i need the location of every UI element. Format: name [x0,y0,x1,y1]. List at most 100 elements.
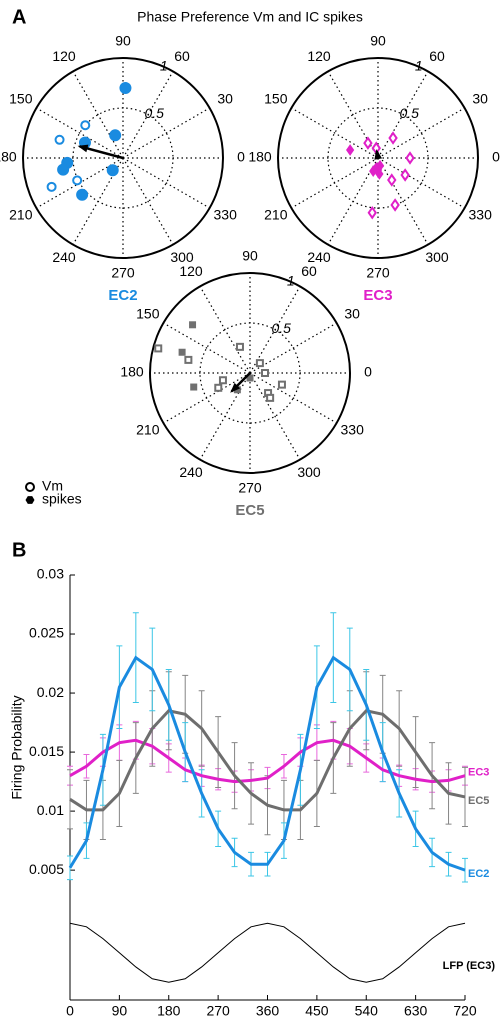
data-point [375,159,385,172]
angle-tick-label: 240 [307,249,331,265]
angle-tick-label: 120 [52,48,76,64]
angle-tick-label: 150 [264,91,288,107]
angle-tick-label: 0 [364,364,372,380]
radial-grid-line [377,107,465,159]
series-label: EC2 [468,868,489,880]
y-tick-label: 0.005 [29,861,64,877]
data-point [277,380,286,389]
angle-tick-label: 90 [370,33,386,49]
radial-grid-line [377,157,429,245]
r-tick-label: 0.5 [144,105,164,121]
x-tick-label: 360 [256,1003,280,1019]
data-point [266,393,275,402]
data-point [119,82,132,95]
data-point [178,348,186,356]
y-tick-label: 0.03 [37,566,64,582]
series-label: EC3 [468,767,489,779]
data-point [346,144,355,156]
panel-label: B [12,539,26,561]
y-tick-label: 0.025 [29,625,64,641]
data-point [106,164,119,177]
series-label: EC5 [468,795,489,807]
r-tick-label: 0.5 [399,105,419,121]
angle-tick-label: 300 [425,249,449,265]
legend-marker-filled [25,496,35,504]
error-bar [67,769,73,830]
angle-tick-label: 330 [214,207,238,223]
y-tick-label: 0.015 [29,743,64,759]
radial-grid-line [327,71,379,159]
radial-grid-line [377,157,465,209]
x-tick-label: 180 [157,1003,181,1019]
radial-grid-line [122,157,174,245]
angle-tick-label: 60 [429,48,445,64]
data-point [387,173,397,187]
x-tick-label: 270 [206,1003,230,1019]
angle-tick-label: 240 [52,249,76,265]
legend-label: Vm [42,478,63,494]
angle-tick-label: 210 [136,422,160,438]
radial-grid-line [72,71,124,159]
angle-tick-label: 0 [237,149,245,165]
y-tick-label: 0.01 [37,802,64,818]
radial-grid-line [199,286,251,374]
angle-tick-label: 240 [179,464,203,480]
radial-grid-line [163,322,251,374]
radial-grid-line [249,372,301,460]
polar-ring [327,107,429,209]
mean-vector-head [230,382,241,393]
data-point [363,136,373,150]
data-point [367,205,377,220]
x-tick-label: 540 [355,1003,379,1019]
r-tick-label: 1 [415,58,423,74]
data-point [261,369,269,377]
data-point [388,131,398,145]
series-line [69,922,466,983]
angle-tick-label: 30 [472,91,488,107]
data-point [46,181,57,192]
series-line [69,709,466,812]
y-axis-label: Firing Probability [9,695,25,799]
legend-label: spikes [42,491,82,507]
data-point [154,344,163,353]
radial-grid-line [249,322,337,374]
angle-tick-label: 150 [136,306,160,322]
radial-grid-line [122,107,210,159]
angle-tick-label: 90 [242,248,258,264]
data-point [218,376,227,385]
x-tick-label: 450 [305,1003,329,1019]
x-tick-label: 720 [453,1003,477,1019]
data-point [80,120,91,131]
angle-tick-label: 30 [217,91,233,107]
group-label: EC5 [235,502,264,519]
data-point [54,134,65,145]
data-point [109,129,122,142]
x-tick-label: 90 [112,1003,128,1019]
angle-tick-label: 270 [111,265,135,281]
mean-vector-head [77,144,89,153]
angle-tick-label: 300 [297,464,321,480]
angle-tick-label: 300 [170,249,194,265]
data-point [214,383,223,392]
legend-marker-open [25,482,35,492]
data-point [76,188,89,201]
data-point [190,383,198,391]
r-tick-label: 1 [160,58,168,74]
figure-title: Phase Preference Vm and IC spikes [137,9,363,25]
angle-tick-label: 330 [469,207,493,223]
radial-grid-line [36,107,124,159]
angle-tick-label: 60 [174,48,190,64]
radial-grid-line [122,157,210,209]
angle-tick-label: 60 [301,263,317,279]
angle-tick-label: 120 [179,263,203,279]
angle-tick-label: 180 [0,149,17,165]
r-tick-label: 1 [287,273,295,289]
x-tick-label: 630 [404,1003,428,1019]
angle-tick-label: 270 [366,265,390,281]
angle-tick-label: 180 [120,364,144,380]
group-label: EC3 [363,287,392,304]
angle-tick-label: 210 [264,207,288,223]
data-point [369,165,378,178]
angle-tick-label: 210 [9,207,33,223]
